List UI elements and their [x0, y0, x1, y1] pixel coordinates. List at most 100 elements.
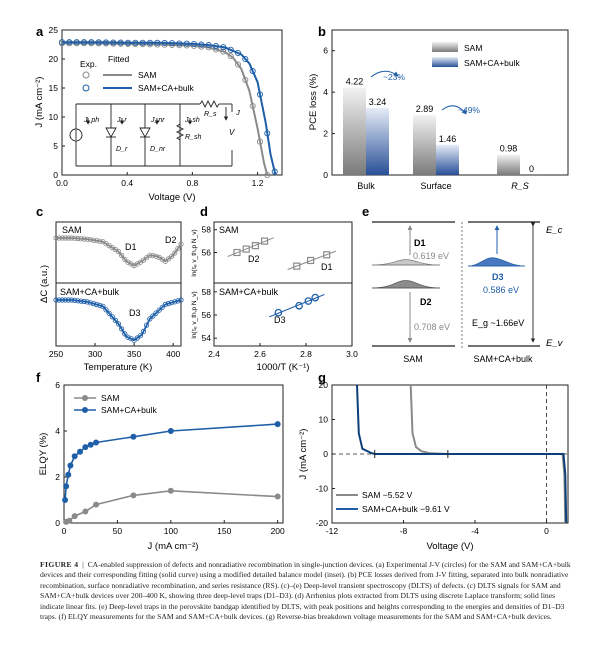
dlts-point-sam — [144, 255, 150, 261]
dlts-point-ca — [78, 298, 84, 304]
dlts-point-ca — [62, 297, 69, 303]
circuit-jr-label: J_r — [116, 117, 127, 124]
y-tick-label-d-bottom: 58 — [202, 287, 212, 297]
panel-letter-e: e — [362, 204, 369, 219]
circuit-j-label: J — [235, 108, 240, 117]
jv-data-point-ca — [183, 40, 190, 47]
x-tick-label-g: -12 — [326, 526, 339, 536]
dlts-point-ca — [90, 300, 97, 307]
elqy-point-ca — [274, 421, 281, 428]
dlts-point-sam — [169, 253, 175, 259]
x-tick-label-d: 2.6 — [254, 349, 266, 359]
dlts-point-sam — [84, 236, 90, 242]
dlts-point-ca — [128, 336, 134, 342]
dlts-point-sam — [90, 237, 97, 243]
plot-area-f — [62, 421, 281, 525]
jv-data-point-sam — [227, 53, 234, 60]
reduction-arrow-bulk — [370, 70, 399, 78]
dlts-point-sam — [87, 237, 94, 243]
axes-frame-f — [63, 384, 284, 524]
arrhenius-fit-d1 — [287, 250, 337, 270]
jv-data-point-ca — [249, 68, 256, 75]
dlts-point-sam — [53, 235, 59, 241]
ec-label: E_c — [546, 225, 563, 236]
jv-data-point-ca — [176, 40, 183, 47]
y-tick-label-b: 4 — [323, 87, 328, 97]
elqy-point-ca — [67, 462, 74, 469]
dlts-point-ca — [162, 301, 168, 307]
dlts-point-ca — [65, 297, 72, 303]
x-tick-label-g: -4 — [471, 526, 479, 536]
x-tick-label-f: 50 — [113, 526, 123, 536]
y-tick-label-a: 15 — [49, 83, 59, 93]
y-tick-label-b: 2 — [323, 129, 328, 139]
elqy-point-sam — [71, 513, 78, 520]
y-tick-label-a: 25 — [49, 25, 59, 35]
label-d3-c: D3 — [129, 308, 141, 318]
dlts-line-ca — [56, 299, 182, 342]
panel-letter-a: a — [36, 24, 44, 39]
jv-data-point-ca — [58, 39, 66, 46]
dlts-point-ca — [178, 297, 184, 303]
x-tick-label-c: 300 — [88, 349, 102, 359]
d3-energy: 0.586 eV — [483, 285, 519, 295]
plot-area-g — [332, 384, 568, 524]
panel-d: 2.4 2.6 2.8 3.0 56 58 54 56 58 1000/T (K⁻¹) ln(… — [191, 221, 358, 373]
x-tick-label-a: 0.4 — [121, 178, 133, 188]
d2-energy: 0.708 eV — [414, 322, 450, 332]
y-tick-label-g: -10 — [316, 484, 329, 494]
arrhenius-point-d1 — [307, 256, 315, 265]
x-axis-label-f: J (mA cm⁻²) — [148, 541, 199, 552]
x-tick-label-c: 250 — [49, 349, 63, 359]
x-tick-label-a: 0.8 — [186, 178, 198, 188]
jv-data-point-sam — [220, 48, 227, 55]
dlts-point-ca — [122, 331, 128, 337]
dlts-point-ca — [100, 303, 106, 309]
jv-data-point-ca — [205, 42, 212, 49]
circuit-jph-label: J_ph — [83, 117, 99, 124]
legend-marker-sam-f — [82, 395, 88, 401]
dlts-point-ca — [112, 317, 119, 323]
elqy-point-ca — [71, 453, 78, 460]
dlts-point-sam — [178, 241, 184, 247]
bar-value-label: 4.22 — [346, 77, 364, 87]
dlts-point-sam — [59, 235, 65, 241]
bar-sam-rs — [497, 154, 520, 175]
y-tick-label-a: 20 — [49, 54, 59, 64]
y-tick-label-g: 20 — [319, 380, 329, 390]
circuit-jnr-label: J_nr — [150, 117, 165, 124]
dlts-point-ca — [119, 326, 125, 332]
arrhenius-point-d3 — [295, 301, 303, 310]
arrhenius-point-d1 — [293, 262, 301, 270]
x-ticks-f: 0 50 100 150 200 — [62, 520, 285, 536]
panel-a: 0.0 0.4 0.8 1.2 0 5 10 15 20 25 Voltage (V) J (m… — [34, 25, 283, 203]
dlts-point-sam — [56, 235, 62, 241]
dlts-point-ca — [59, 297, 65, 303]
dlts-point-sam — [150, 253, 156, 259]
jv-data-point-ca — [154, 39, 161, 46]
dlts-point-sam — [147, 252, 153, 258]
caption-text: CA-enabled suppression of defects and no… — [40, 560, 571, 622]
panel-b: 0 2 4 6 PCE loss (%) 4.22 3.24 2.89 1.46 0.98 0 … — [308, 29, 569, 191]
dlts-point-sam — [119, 252, 125, 258]
jv-data-point-ca — [212, 43, 220, 50]
dlts-point-ca — [159, 304, 165, 310]
dlts-point-sam — [69, 235, 75, 241]
x-tick-label-g: 0 — [544, 526, 549, 536]
d3-label: D3 — [492, 272, 504, 282]
bar-value-label: 3.24 — [369, 97, 387, 107]
x-ticks-g: -12 -8 -4 0 — [326, 520, 549, 536]
arrhenius-point-d3 — [304, 297, 313, 305]
y-tick-label-d-top: 56 — [202, 248, 212, 258]
arrhenius-fit-d3 — [269, 294, 325, 318]
y-tick-label-a: 0 — [53, 170, 58, 180]
y-ticks-a: 0 5 10 15 20 25 — [49, 25, 65, 180]
circuit-dnr-label: D_nr — [150, 146, 166, 153]
arrhenius-point-d1 — [323, 251, 331, 259]
dlts-point-ca — [81, 298, 87, 305]
label-ca-d: SAM+CA+bulk — [219, 287, 279, 297]
arrhenius-point-d3 — [311, 293, 320, 302]
panel-letter-d: d — [200, 204, 208, 219]
dlts-point-ca — [150, 313, 156, 319]
